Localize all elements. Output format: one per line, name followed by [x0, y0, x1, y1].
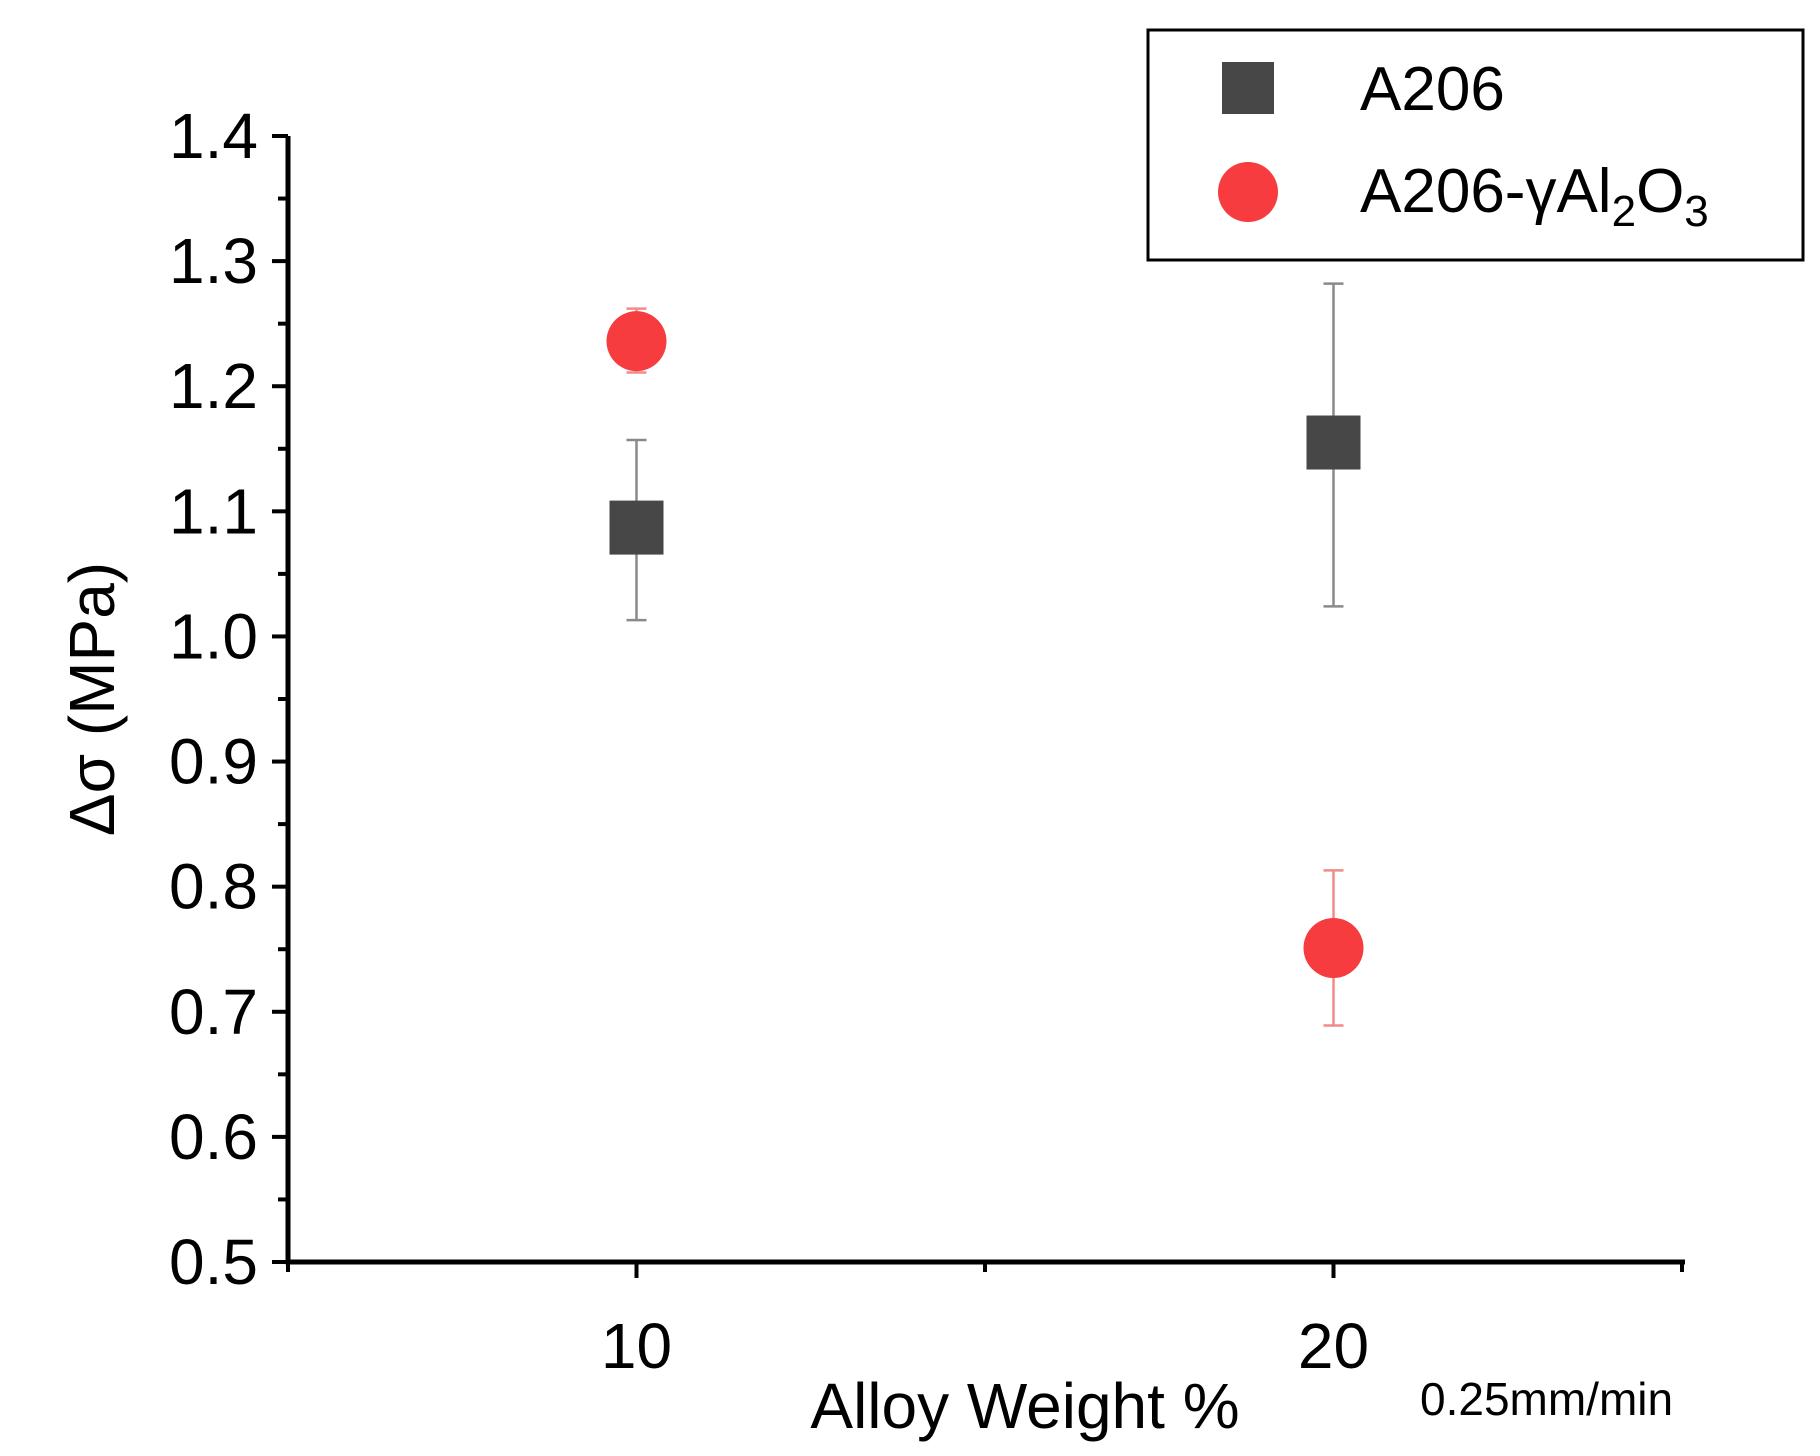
y-axis-title: Δσ (MPa): [56, 562, 128, 836]
legend-marker-a206: [1222, 62, 1274, 114]
legend-label-a206-al2o3: A206-γAl2O3: [1360, 157, 1709, 236]
y-tick-label: 0.9: [169, 726, 258, 798]
series-1: [609, 282, 1361, 622]
legend: A206 A206-γAl2O3: [1146, 28, 1805, 262]
y-tick-label: 1.2: [169, 350, 258, 422]
speed-annotation: 0.25mm/min: [1420, 1373, 1673, 1425]
y-tick-label: 0.6: [169, 1101, 258, 1173]
y-tick-label: 0.5: [169, 1226, 258, 1298]
series-2: [606, 307, 1364, 1027]
x-ticks: 10 20: [286, 1262, 1684, 1382]
data-point-circle: [606, 311, 667, 372]
data-point-square: [1306, 415, 1361, 470]
y-tick-label: 0.8: [169, 851, 258, 923]
y-ticks: 0.5 0.6 0.7 0.8 0.9 1.0 1.1 1.2 1.3 1.4: [169, 100, 288, 1298]
legend-marker-a206-al2o3: [1218, 162, 1278, 222]
y-tick-label: 1.1: [169, 475, 258, 547]
data-marks: [606, 282, 1364, 1027]
data-point-square: [609, 500, 664, 555]
y-tick-label: 0.7: [169, 976, 258, 1048]
data-point-circle: [1303, 917, 1364, 978]
x-tick-label: 10: [601, 1310, 672, 1382]
x-axis-title: Alloy Weight %: [810, 1370, 1239, 1442]
y-tick-label: 1.4: [169, 100, 258, 172]
y-tick-label: 1.0: [169, 600, 258, 672]
legend-label-a206: A206: [1360, 55, 1505, 124]
x-tick-label: 20: [1298, 1310, 1369, 1382]
axes: 0.5 0.6 0.7 0.8 0.9 1.0 1.1 1.2 1.3 1.4 10 20: [169, 100, 1685, 1382]
y-tick-label: 1.3: [169, 225, 258, 297]
